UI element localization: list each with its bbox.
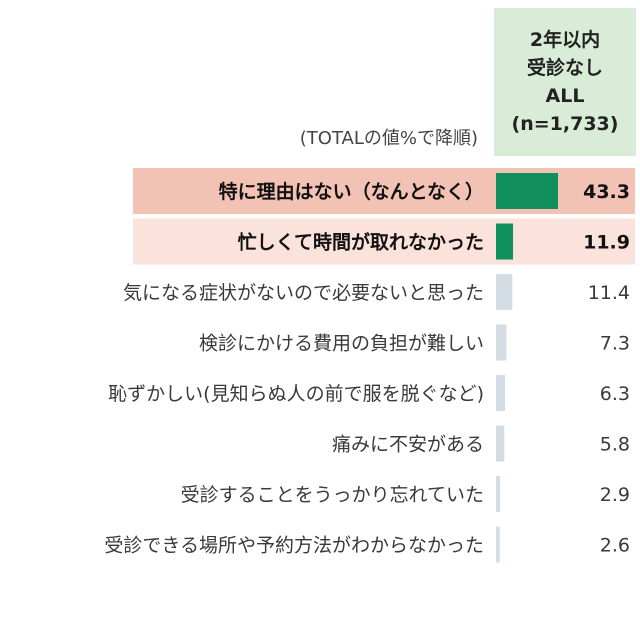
value-label: 2.9 [600,484,630,506]
bar [496,425,505,462]
category-label: 恥ずかしい(見知らぬ人の前で服を脱ぐなど) [108,383,484,405]
bar [496,274,513,310]
value-label: 5.8 [600,434,630,456]
sort-note: (TOTALの値%で降順) [300,128,478,149]
value-label: 6.3 [600,383,630,405]
value-label: 11.4 [588,282,630,304]
bar [496,375,506,411]
category-label: 気になる症状がないので必要ないと思った [123,282,484,304]
category-label: 忙しくて時間が取れなかった [238,231,484,254]
bar [496,223,514,260]
bar [496,173,558,209]
column-header-line-2: 受診なし [527,56,603,79]
bar [496,324,507,361]
category-label: 特に理由はない（なんとなく） [219,180,484,203]
column-header-line-1: 2年以内 [530,28,600,51]
value-label: 11.9 [583,232,630,254]
value-label: 7.3 [600,333,630,355]
value-label: 43.3 [583,181,630,203]
row-highlight-bg [133,218,635,265]
column-header-box [494,8,636,156]
category-label: 検診にかける費用の負担が難しい [199,333,484,355]
column-header-line-3: ALL [546,85,585,107]
category-label: 痛みに不安がある [332,434,484,456]
category-label: 受診することをうっかり忘れていた [181,484,484,506]
category-label: 受診できる場所や予約方法がわからなかった [104,535,484,557]
bar [496,526,500,563]
value-label: 2.6 [600,535,630,557]
bar [496,476,501,512]
chart-rows: 特に理由はない（なんとなく） 43.3 忙しくて時間が取れなかった 11.9 気になる症… [104,168,635,563]
column-header-line-4: (n=1,733) [512,113,619,135]
